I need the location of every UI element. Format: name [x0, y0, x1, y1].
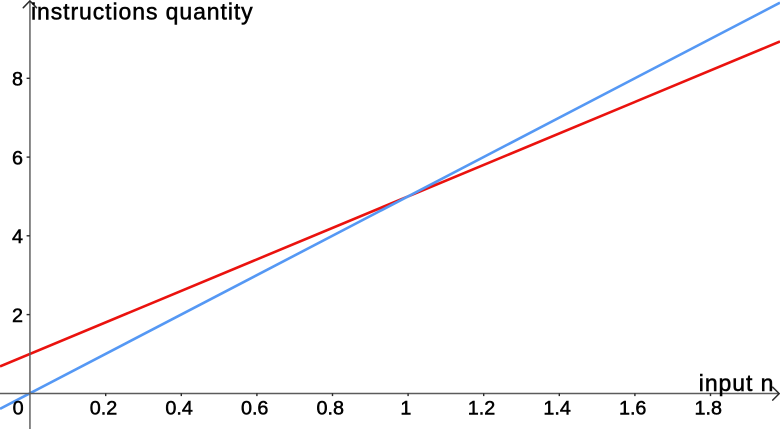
svg-text:1.2: 1.2	[468, 398, 496, 420]
svg-text:8: 8	[12, 69, 23, 91]
svg-text:6: 6	[12, 148, 23, 170]
svg-text:0.4: 0.4	[165, 398, 193, 420]
svg-text:0.8: 0.8	[317, 398, 345, 420]
svg-text:0.6: 0.6	[241, 398, 269, 420]
svg-text:1: 1	[400, 398, 411, 420]
svg-text:0: 0	[13, 398, 24, 420]
svg-text:instructions quantity: instructions quantity	[31, 0, 254, 24]
svg-text:0.2: 0.2	[90, 398, 118, 420]
svg-text:1.8: 1.8	[695, 398, 723, 420]
svg-text:4: 4	[12, 226, 23, 248]
svg-text:input n: input n	[699, 370, 775, 396]
svg-text:2: 2	[12, 305, 23, 327]
svg-text:1.4: 1.4	[543, 398, 571, 420]
svg-text:1.6: 1.6	[619, 398, 647, 420]
